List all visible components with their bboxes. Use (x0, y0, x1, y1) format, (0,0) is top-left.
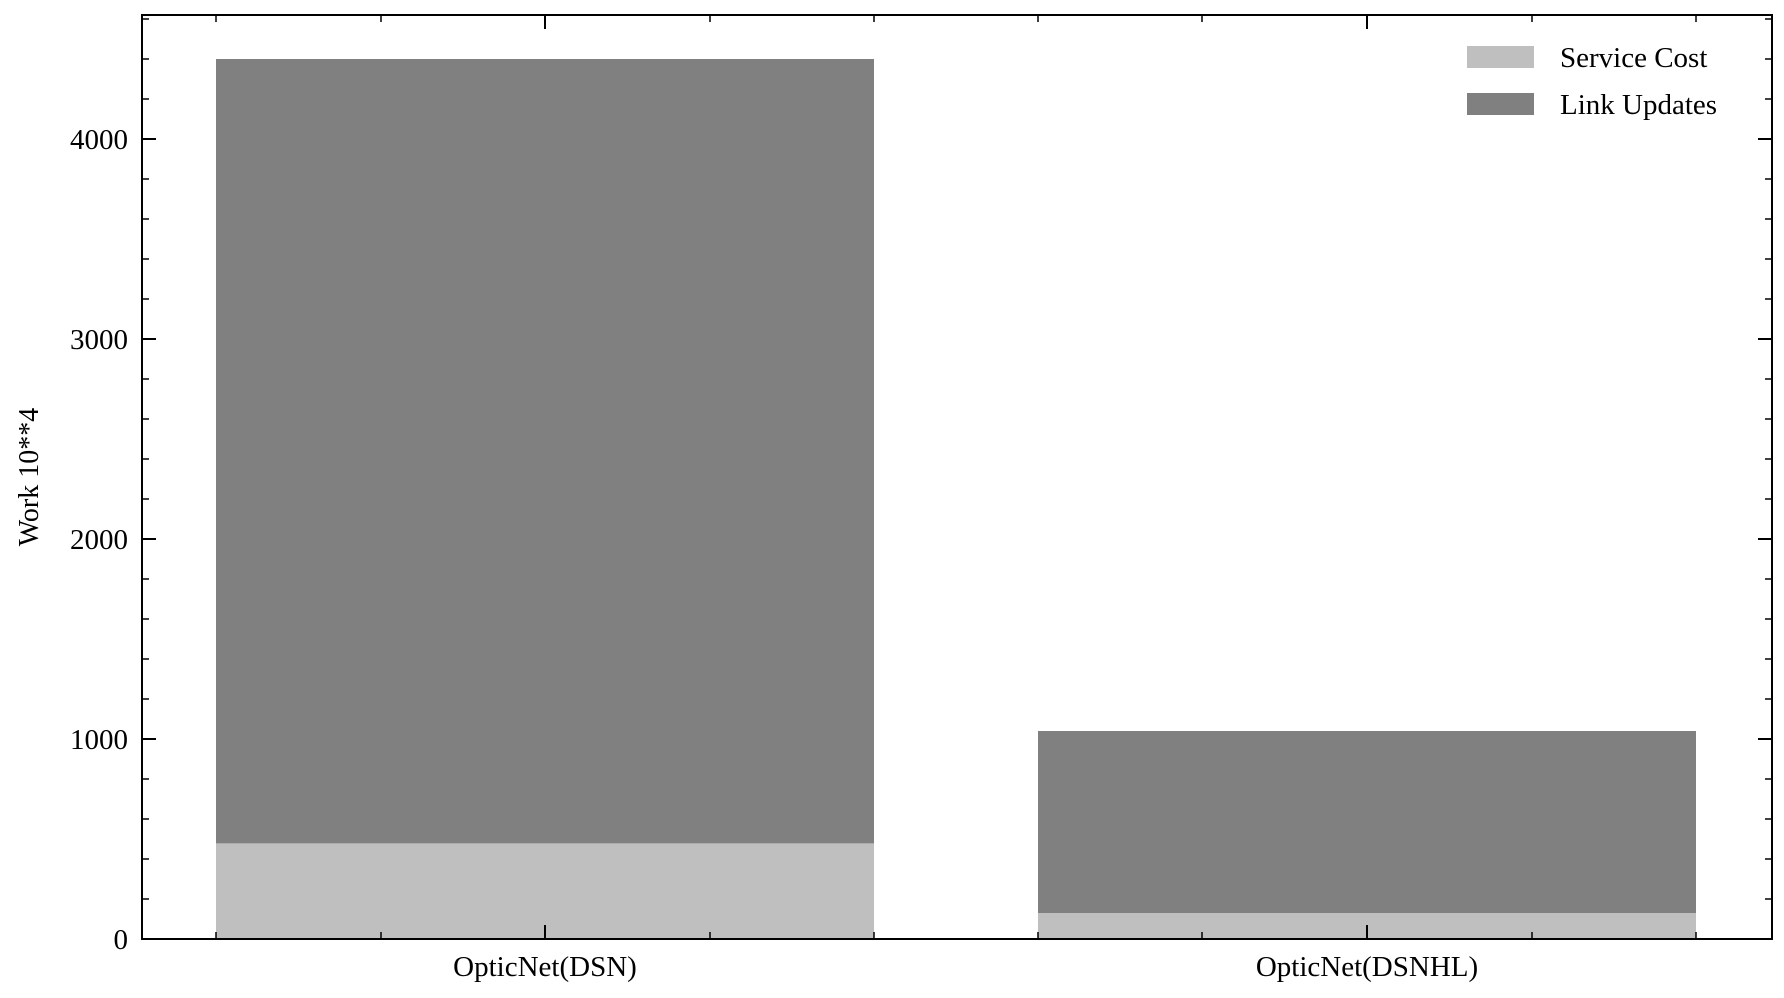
y-tick-label: 3000 (70, 324, 128, 356)
x-tick-label: OpticNet(DSNHL) (1256, 951, 1478, 983)
y-axis-label: Work 10**4 (14, 408, 45, 547)
legend-label-2: Link Updates (1560, 89, 1717, 121)
legend: Service Cost Link Updates (1467, 42, 1717, 121)
legend-swatch-2 (1467, 93, 1534, 115)
y-tick-label: 2000 (70, 524, 128, 556)
y-tick-label: 0 (114, 924, 129, 956)
x-tick-label: OpticNet(DSN) (453, 951, 637, 983)
bar-link-updates-2 (1038, 731, 1696, 913)
bar-service-cost-1 (216, 843, 874, 939)
y-tick-label: 4000 (70, 124, 128, 156)
y-tick-label: 1000 (70, 724, 128, 756)
legend-label-1: Service Cost (1560, 42, 1707, 74)
tick-labels: OpticNet(DSN) OpticNet(DSNHL) 0 1000 2000 300… (70, 124, 1478, 983)
bar-link-updates-1 (216, 59, 874, 844)
legend-swatch-1 (1467, 46, 1534, 68)
plot-frame (141, 14, 1773, 940)
axis-ticks (142, 15, 1772, 940)
bars (216, 59, 1696, 939)
